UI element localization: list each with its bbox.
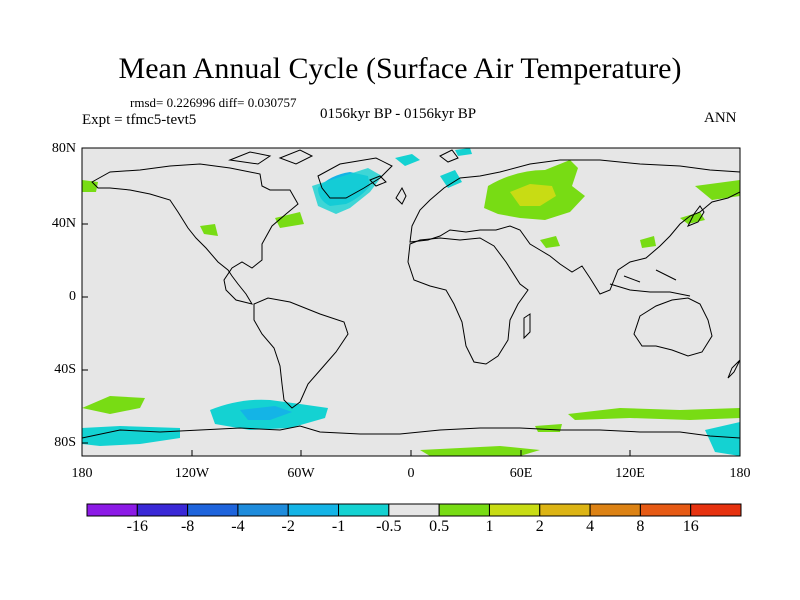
lon-label-60w: 60W <box>287 466 315 481</box>
colorbar-label: -1 <box>331 518 346 535</box>
coast-indonesia <box>609 269 691 297</box>
lon-label-60e: 60E <box>509 466 533 481</box>
colorbar-label: -4 <box>231 518 245 535</box>
anomaly-east-siberia <box>695 180 740 200</box>
anomaly-atlantic-coast <box>275 212 304 228</box>
anomaly-south-pacific <box>82 396 145 414</box>
lat-label-80n: 80N <box>51 141 76 156</box>
anomaly-southern-ocean-dark <box>240 406 292 420</box>
anomaly-greenland-light <box>312 168 382 214</box>
lat-label-40n: 40N <box>51 216 76 231</box>
coast-uk <box>395 186 407 205</box>
anomaly-pacific-north <box>82 180 98 192</box>
coast-europe-asia <box>409 159 741 295</box>
season-label: ANN <box>704 110 737 126</box>
anomaly-pacific-mid <box>200 224 218 236</box>
axis-ticks <box>81 147 741 456</box>
coast-arctic-islands <box>228 149 314 165</box>
lon-label-180e: 180 <box>729 466 751 481</box>
lon-label-0: 0 <box>407 466 415 481</box>
colorbar-label: 0.5 <box>429 518 450 535</box>
anomaly-indian-south <box>568 408 740 420</box>
colorbar-swatch <box>488 503 541 517</box>
colorbar <box>86 503 742 517</box>
coast-north-america <box>91 163 299 305</box>
colorbar-label: 16 <box>682 518 699 535</box>
lat-label-0: 0 <box>69 289 76 304</box>
coast-madagascar <box>523 313 531 340</box>
lat-label-40s: 40S <box>54 362 76 377</box>
colorbar-swatch <box>639 503 692 517</box>
colorbar-label: -2 <box>281 518 295 535</box>
stats-text: rmsd= 0.226996 diff= 0.030757 <box>130 95 297 110</box>
anomaly-fills <box>82 148 740 456</box>
colorbar-swatch <box>690 503 742 517</box>
coast-australia <box>633 297 713 357</box>
lon-label-120w: 120W <box>174 466 210 481</box>
colorbar-label: 2 <box>535 518 544 535</box>
map-background <box>82 148 740 456</box>
chart-title: Mean Annual Cycle (Surface Air Temperatu… <box>118 52 682 85</box>
coast-svalbard <box>439 149 459 163</box>
anomaly-ross-sea <box>82 426 180 446</box>
colorbar-label: 1 <box>485 518 494 535</box>
colorbar-swatch <box>388 503 440 517</box>
colorbar-swatch <box>539 503 591 517</box>
coast-japan <box>686 205 705 227</box>
colorbar-swatch <box>589 503 641 517</box>
anomaly-antarctic-south <box>420 446 540 456</box>
anomaly-arabia <box>540 236 560 248</box>
colorbar-swatch <box>287 503 340 517</box>
colorbar-swatch <box>438 503 490 517</box>
experiment-label: Expt = tfmc5-tevt5 <box>82 112 197 128</box>
colorbar-label: -16 <box>126 518 148 535</box>
coast-greenland <box>317 157 393 199</box>
coast-iceland <box>369 175 387 187</box>
anomaly-north-atlantic-small <box>395 154 420 166</box>
colorbar-label: 8 <box>636 518 645 535</box>
coast-antarctica <box>81 425 741 439</box>
period-label: 0156kyr BP - 0156kyr BP <box>320 106 477 122</box>
colorbar-swatch <box>187 503 239 517</box>
anomaly-arctic-small <box>455 148 472 156</box>
coast-new-zealand <box>727 359 741 379</box>
lon-label-120e: 120E <box>615 466 645 481</box>
colorbar-swatch <box>136 503 189 517</box>
colorbar-swatch <box>86 503 138 517</box>
anomaly-eurasia-core <box>510 184 556 206</box>
anomaly-east-asia <box>640 236 656 248</box>
colorbar-label: -8 <box>180 518 195 535</box>
colorbar-label: -0.5 <box>376 518 402 535</box>
anomaly-antarctic-east <box>705 422 740 456</box>
colorbar-label: 4 <box>586 518 595 535</box>
colorbar-swatch <box>338 503 390 517</box>
coast-south-america <box>253 297 349 409</box>
coast-africa <box>407 237 529 365</box>
lat-label-80s: 80S <box>54 435 76 450</box>
coastlines <box>81 149 741 439</box>
lon-label-180w: 180 <box>71 466 93 481</box>
colorbar-swatch <box>237 503 289 517</box>
anomaly-barents <box>440 170 462 188</box>
